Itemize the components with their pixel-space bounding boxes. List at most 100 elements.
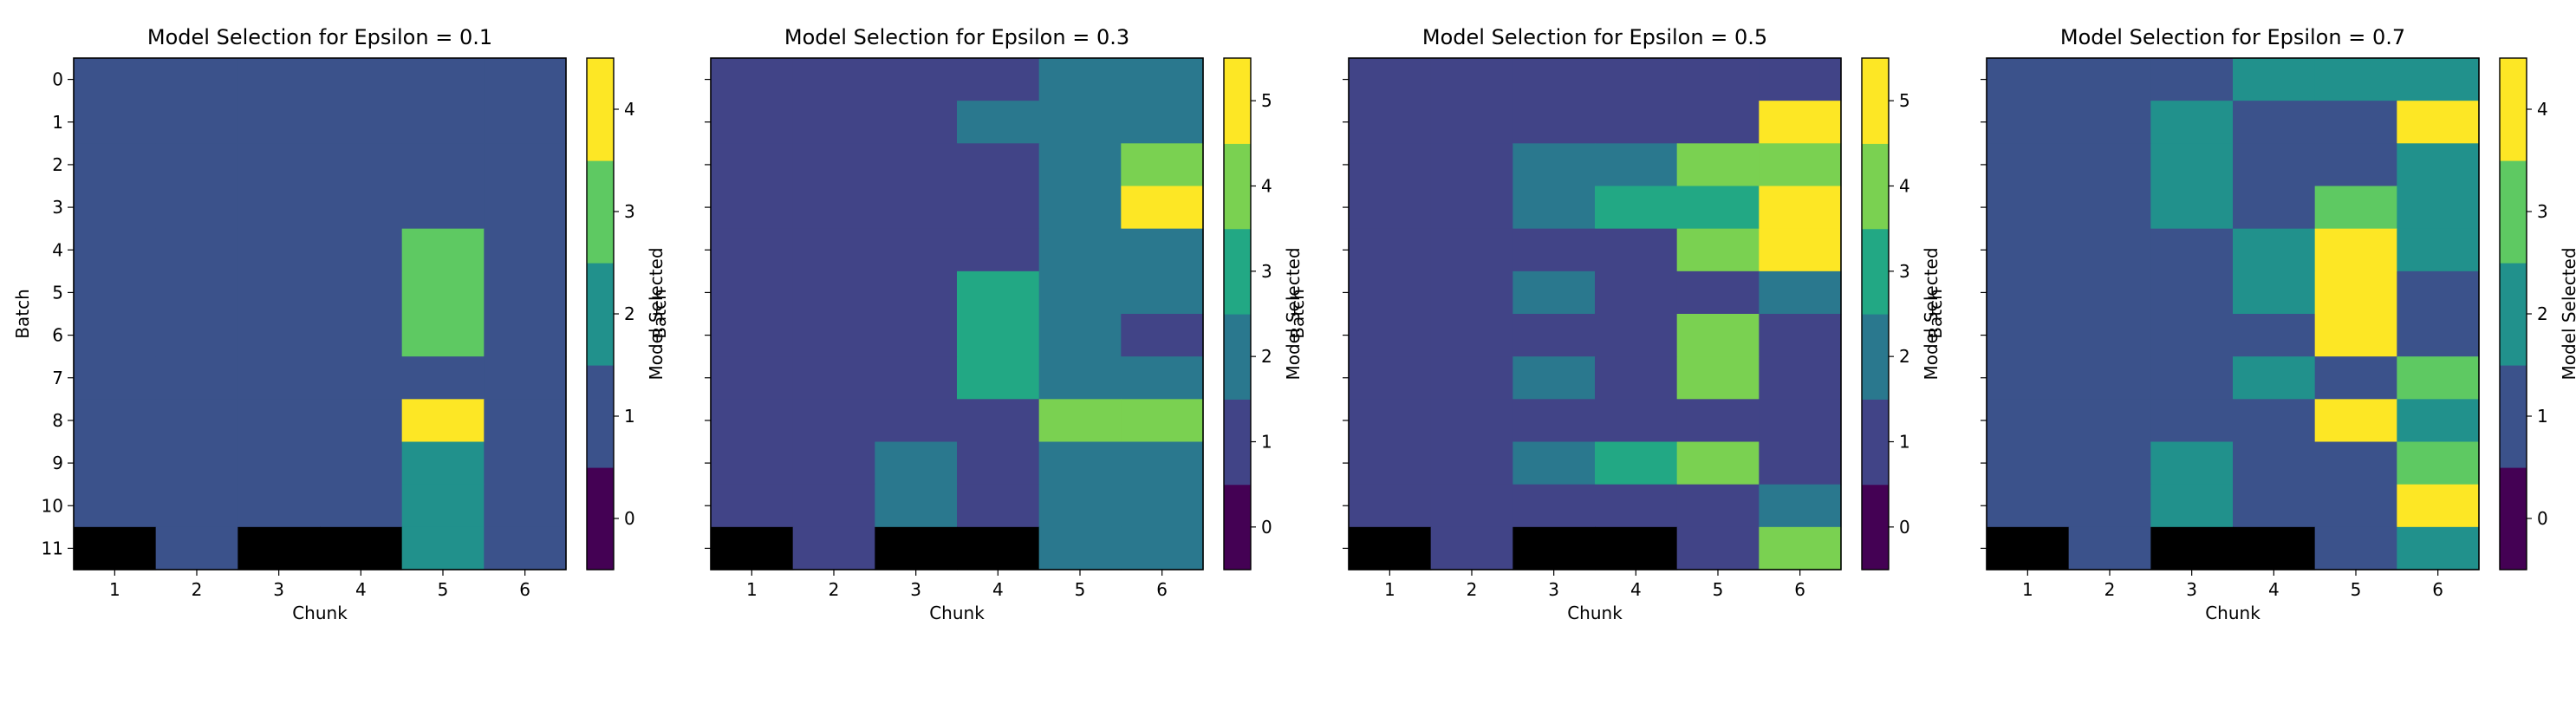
y-tick-label: 8 xyxy=(52,410,63,431)
heatmap-cell xyxy=(237,186,321,230)
heatmap-cell xyxy=(2314,526,2397,570)
plot-frame xyxy=(1348,57,1842,570)
plot-frame xyxy=(1986,57,2480,570)
heatmap-cell xyxy=(1759,271,1842,315)
heatmap-cell xyxy=(875,314,958,357)
heatmap-cell xyxy=(1595,314,1678,357)
heatmap-cell xyxy=(1512,143,1596,187)
heatmap-cell xyxy=(401,101,485,144)
heatmap-cell xyxy=(2314,484,2397,528)
heatmap-cell xyxy=(1038,441,1122,486)
heatmap-cell xyxy=(1349,441,1432,486)
heatmap-cell xyxy=(1038,356,1122,400)
heatmap-cell xyxy=(711,228,794,272)
colorbar-segment xyxy=(587,58,614,161)
heatmap-cell xyxy=(792,356,875,400)
x-tick-label: 3 xyxy=(273,579,284,600)
heatmap-cell xyxy=(155,101,238,144)
heatmap-cell xyxy=(401,271,485,315)
heatmap-cell xyxy=(2150,58,2234,101)
colorbar-tick-label: 2 xyxy=(1261,346,1272,367)
heatmap-cell xyxy=(2314,228,2397,272)
heatmap-cell xyxy=(401,441,485,486)
heatmap-cell xyxy=(711,58,794,101)
heatmap-cell xyxy=(1987,526,2070,570)
heatmap-cell xyxy=(1595,143,1678,187)
y-axis-label: Batch xyxy=(649,289,670,339)
heatmap-cell xyxy=(957,271,1040,315)
heatmap-cell xyxy=(1430,101,1513,144)
heatmap-cell xyxy=(2150,271,2234,315)
colorbar-segment xyxy=(2500,467,2527,570)
heatmap-cell xyxy=(1038,101,1122,144)
heatmap-cell xyxy=(2233,101,2316,144)
heatmap-cell xyxy=(957,441,1040,486)
heatmap-cell xyxy=(1759,228,1842,272)
x-tick-label: 1 xyxy=(1384,579,1395,600)
heatmap-cell xyxy=(1349,484,1432,528)
x-tick-label: 2 xyxy=(829,579,840,600)
x-tick-label: 6 xyxy=(519,579,530,600)
heatmap-cell xyxy=(1595,484,1678,528)
heatmap-cell xyxy=(1430,399,1513,443)
heatmap-cell xyxy=(401,484,485,528)
heatmap-cell xyxy=(2233,228,2316,272)
heatmap-cell xyxy=(2233,484,2316,528)
heatmap-cell xyxy=(1349,526,1432,570)
heatmap-cell xyxy=(237,143,321,187)
heatmap-cell xyxy=(1676,101,1760,144)
colorbar-tick-label: 4 xyxy=(624,99,635,120)
heatmap-cell xyxy=(155,228,238,272)
heatmap-cell xyxy=(1038,314,1122,357)
heatmap-cell xyxy=(155,484,238,528)
heatmap-cell xyxy=(1987,314,2070,357)
heatmap-cell xyxy=(2150,228,2234,272)
colorbar-segment xyxy=(587,467,614,570)
heatmap-cell xyxy=(1038,271,1122,315)
heatmap-cell xyxy=(2150,186,2234,230)
heatmap-cell xyxy=(320,441,403,486)
heatmap-cell xyxy=(1512,441,1596,486)
heatmap-cell xyxy=(237,101,321,144)
y-axis-label: Batch xyxy=(1925,289,1946,339)
heatmap-cell xyxy=(792,58,875,101)
heatmap-cell xyxy=(711,101,794,144)
heatmap-cell xyxy=(1430,441,1513,486)
colorbar-label: Model Selected xyxy=(2559,247,2576,380)
heatmap-cell xyxy=(1349,186,1432,230)
heatmap-cell xyxy=(401,526,485,570)
heatmap-cell xyxy=(2068,441,2151,486)
heatmap-cell xyxy=(1121,441,1204,486)
colorbar-segment xyxy=(1862,228,1889,315)
heatmap-cell xyxy=(2233,314,2316,357)
heatmap-cell xyxy=(2314,441,2397,486)
heatmap-cell xyxy=(1595,399,1678,443)
heatmap-cell xyxy=(155,186,238,230)
colorbar-segment xyxy=(2500,263,2527,366)
colorbar-segment xyxy=(1224,143,1251,230)
heatmap-cell xyxy=(957,484,1040,528)
x-tick-label: 4 xyxy=(1630,579,1642,600)
colorbar-tick-label: 3 xyxy=(1899,261,1910,282)
heatmap-cell xyxy=(1512,228,1596,272)
heatmap-cell xyxy=(2068,143,2151,187)
x-tick-label: 5 xyxy=(1075,579,1086,600)
heatmap-cell xyxy=(1430,526,1513,570)
heatmap-cell xyxy=(401,356,485,400)
heatmap-cell xyxy=(875,441,958,486)
colorbar-tick-label: 1 xyxy=(624,406,635,427)
heatmap-cell xyxy=(957,58,1040,101)
heatmap-cell xyxy=(1349,271,1432,315)
heatmap-cell xyxy=(1676,143,1760,187)
colorbar-segment xyxy=(1862,143,1889,230)
heatmap-cell xyxy=(1430,143,1513,187)
y-tick-label: 9 xyxy=(52,453,63,473)
heatmap-cell xyxy=(1987,186,2070,230)
heatmap-cell xyxy=(74,101,157,144)
heatmap-cell xyxy=(1595,271,1678,315)
heatmap-cell xyxy=(237,441,321,486)
heatmap-cell xyxy=(1430,314,1513,357)
heatmap-cell xyxy=(484,58,567,101)
heatmap-cell xyxy=(957,101,1040,144)
heatmap-cell xyxy=(320,143,403,187)
